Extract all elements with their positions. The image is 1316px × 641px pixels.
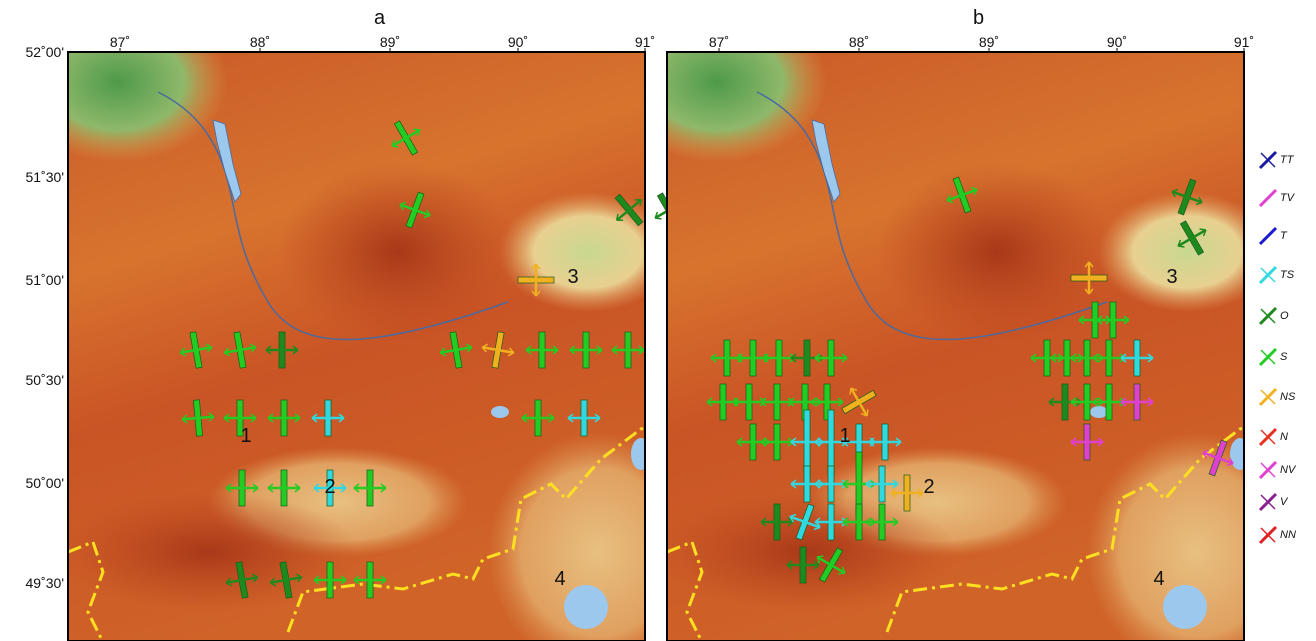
- panels: a 87˚ 88˚ 89˚ 90˚ 91˚ 52˚00' 51˚30' 51˚00' 50˚30'…: [8, 2, 1307, 641]
- lat-label: 50˚00': [26, 475, 64, 491]
- region-number: 3: [1166, 266, 1177, 288]
- region-number: 3: [567, 266, 578, 288]
- region-number: 4: [554, 568, 565, 590]
- lake: [564, 585, 608, 629]
- legend-label: TV: [1280, 192, 1296, 204]
- legend: TT TV T TS O S NS N NV V NN: [1260, 152, 1297, 543]
- map-panel: a 87˚ 88˚ 89˚ 90˚ 91˚ 52˚00' 51˚30' 51˚00' 50˚30'…: [8, 2, 708, 641]
- region-number: 1: [240, 425, 251, 447]
- lowland: [8, 2, 228, 162]
- lake: [1090, 406, 1108, 418]
- lon-label: 89˚: [979, 34, 999, 50]
- lon-label: 91˚: [1234, 34, 1254, 50]
- legend-item: N: [1260, 429, 1288, 445]
- legend-item: TT: [1260, 152, 1295, 168]
- lake: [491, 406, 509, 418]
- lon-label: 90˚: [508, 34, 528, 50]
- map-panel: b 87˚ 88˚ 89˚ 90˚ 91˚ 1 2 3 4: [607, 2, 1307, 641]
- lon-label: 87˚: [709, 34, 729, 50]
- lat-label: 50˚30': [26, 372, 64, 388]
- panel-label: a: [374, 7, 386, 29]
- legend-label: S: [1280, 351, 1288, 363]
- valley: [498, 192, 678, 312]
- ridge: [877, 162, 1117, 342]
- panel-label: b: [973, 7, 984, 29]
- legend-label: NS: [1280, 391, 1296, 403]
- figure: a 87˚ 88˚ 89˚ 90˚ 91˚ 52˚00' 51˚30' 51˚00' 50˚30'…: [0, 0, 1316, 641]
- lat-label: 52˚00': [26, 44, 64, 60]
- legend-label: O: [1280, 310, 1289, 322]
- terrain: [607, 2, 1307, 641]
- lon-label: 89˚: [380, 34, 400, 50]
- legend-item: TS: [1260, 267, 1295, 283]
- region-number: 1: [839, 425, 850, 447]
- lon-label: 88˚: [250, 34, 270, 50]
- legend-label: T: [1280, 230, 1288, 242]
- region-number: 2: [923, 476, 934, 498]
- terrain: [8, 2, 708, 641]
- lat-label: 51˚30': [26, 169, 64, 185]
- lake: [1230, 438, 1250, 470]
- legend-item: O: [1260, 308, 1289, 324]
- lat-label: 51˚00': [26, 272, 64, 288]
- legend-label: V: [1280, 496, 1289, 508]
- legend-item: S: [1260, 349, 1288, 365]
- legend-item: T: [1260, 228, 1288, 244]
- legend-label: NN: [1280, 529, 1296, 541]
- legend-item: NN: [1260, 527, 1296, 543]
- lon-label: 87˚: [110, 34, 130, 50]
- valley: [1097, 192, 1277, 312]
- legend-label: TS: [1280, 269, 1295, 281]
- legend-item: NS: [1260, 389, 1296, 405]
- lat-label: 49˚30': [26, 575, 64, 591]
- legend-label: NV: [1280, 464, 1297, 476]
- ridge: [58, 492, 358, 612]
- legend-glyph: [1260, 228, 1276, 244]
- ridge: [278, 162, 518, 342]
- legend-label: TT: [1280, 154, 1295, 166]
- lake: [631, 438, 651, 470]
- lon-label: 88˚: [849, 34, 869, 50]
- region-number: 2: [324, 476, 335, 498]
- lake: [1163, 585, 1207, 629]
- legend-label: N: [1280, 431, 1288, 443]
- legend-item: V: [1260, 494, 1289, 510]
- lon-label: 91˚: [635, 34, 655, 50]
- legend-item: NV: [1260, 462, 1297, 478]
- legend-glyph: [1260, 190, 1276, 206]
- region-number: 4: [1153, 568, 1164, 590]
- legend-item: TV: [1260, 190, 1296, 206]
- lon-label: 90˚: [1107, 34, 1127, 50]
